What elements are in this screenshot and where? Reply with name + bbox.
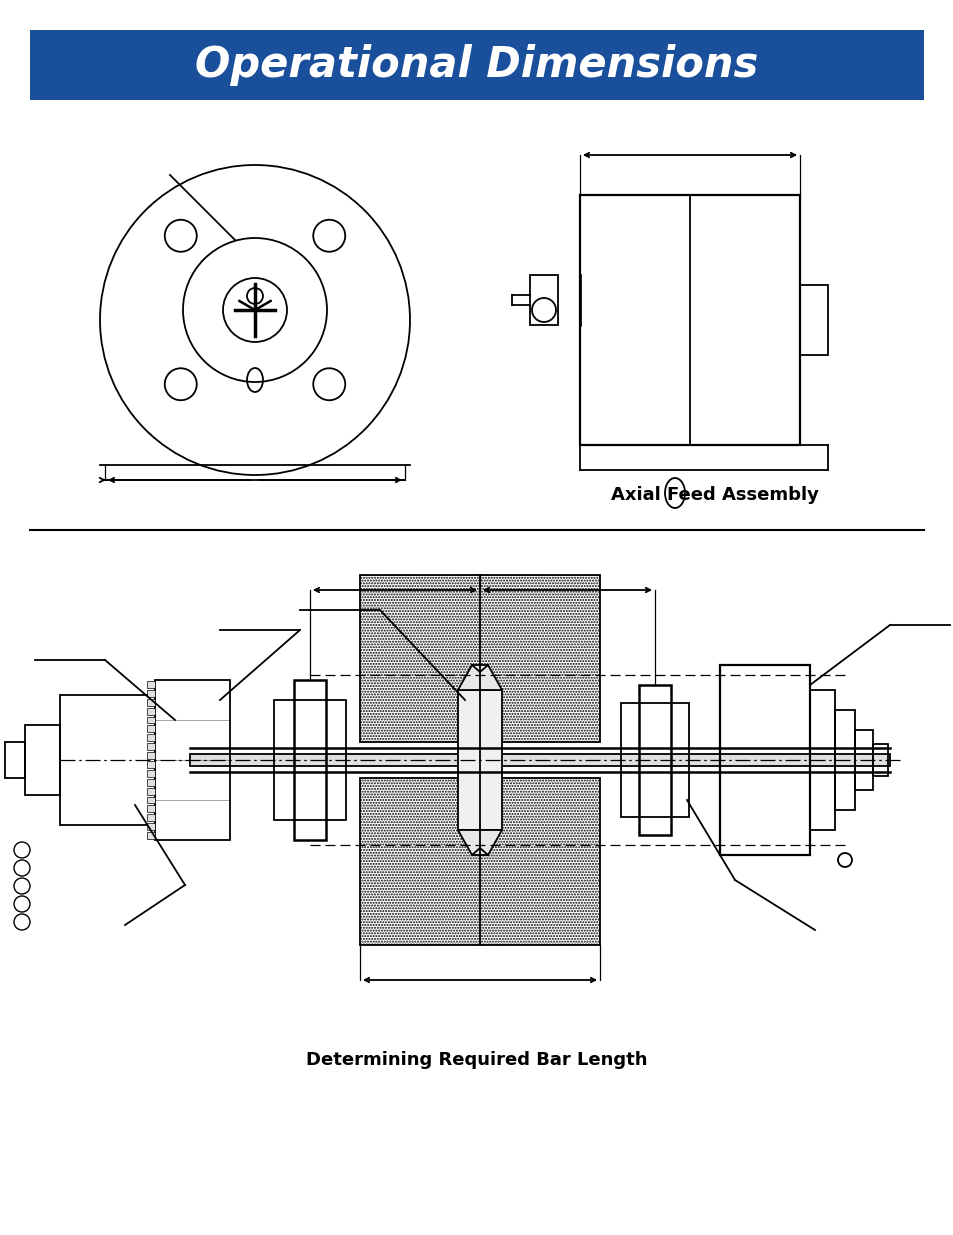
Bar: [147, 779, 154, 785]
Bar: [294, 680, 326, 840]
Bar: [190, 755, 889, 766]
Bar: [147, 743, 154, 750]
Bar: [620, 703, 688, 818]
Bar: [25, 725, 60, 795]
Bar: [872, 743, 887, 776]
Bar: [147, 814, 154, 821]
Bar: [30, 30, 923, 100]
Bar: [457, 690, 501, 830]
Bar: [359, 576, 599, 742]
Bar: [147, 752, 154, 760]
Bar: [154, 680, 230, 840]
Bar: [147, 769, 154, 777]
Bar: [147, 725, 154, 732]
Bar: [359, 778, 599, 945]
Bar: [809, 690, 834, 830]
Bar: [60, 695, 154, 825]
Bar: [834, 710, 854, 810]
Bar: [147, 735, 154, 741]
Bar: [530, 275, 558, 325]
Bar: [147, 824, 154, 830]
Bar: [5, 742, 25, 778]
Bar: [147, 788, 154, 794]
Text: Operational Dimensions: Operational Dimensions: [195, 44, 758, 86]
Bar: [147, 716, 154, 724]
Text: Determining Required Bar Length: Determining Required Bar Length: [306, 1051, 647, 1070]
Polygon shape: [457, 664, 501, 690]
Bar: [147, 805, 154, 813]
Bar: [854, 730, 872, 790]
Bar: [579, 195, 800, 445]
Bar: [147, 708, 154, 715]
Bar: [147, 797, 154, 804]
Bar: [639, 685, 670, 835]
Bar: [147, 690, 154, 697]
Bar: [147, 761, 154, 768]
Bar: [800, 285, 827, 354]
Bar: [147, 699, 154, 705]
Polygon shape: [457, 830, 501, 855]
Bar: [147, 680, 154, 688]
Bar: [147, 832, 154, 839]
Bar: [720, 664, 809, 855]
Text: Axial Feed Assembly: Axial Feed Assembly: [611, 487, 818, 504]
Bar: [274, 700, 346, 820]
